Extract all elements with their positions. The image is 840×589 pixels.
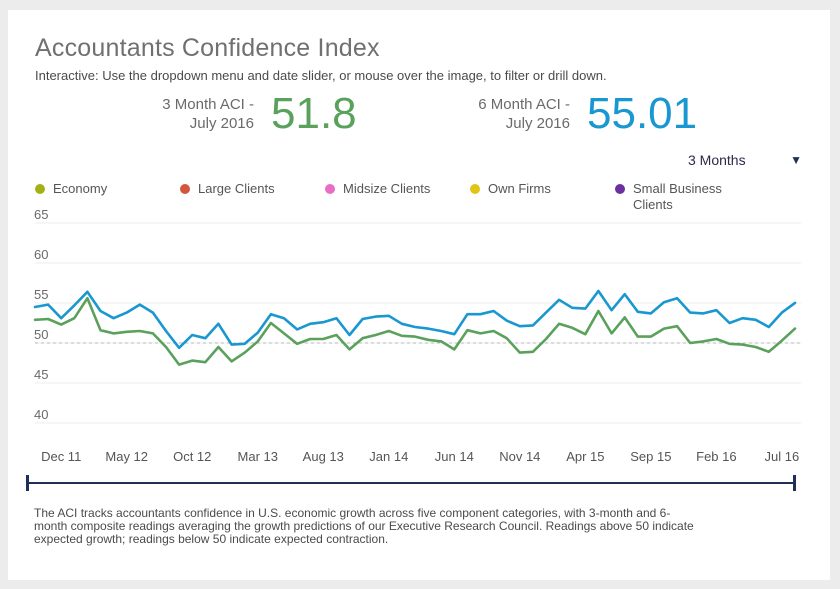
x-tick-label: Jan 14 <box>369 449 408 464</box>
x-tick-label: Dec 11 <box>41 449 81 464</box>
y-tick-label: 55 <box>34 287 48 302</box>
y-tick-label: 65 <box>34 207 48 222</box>
x-tick-label: Aug 13 <box>303 449 344 464</box>
legend-label: Small Business Clients <box>633 181 722 212</box>
x-tick-label: Jul 16 <box>765 449 800 464</box>
y-tick-label: 45 <box>34 367 48 382</box>
page-subtitle: Interactive: Use the dropdown menu and d… <box>35 68 607 83</box>
x-tick-label: Sep 15 <box>630 449 671 464</box>
chart-gridlines <box>35 222 801 424</box>
six-month-kpi-label: 6 Month ACI - July 2016 <box>444 95 570 133</box>
x-tick-label: Feb 16 <box>696 449 736 464</box>
six-month-kpi-label-line2: July 2016 <box>505 115 570 132</box>
x-tick-label: Apr 15 <box>566 449 604 464</box>
slider-start-handle[interactable] <box>26 475 29 491</box>
legend-item-own-firms[interactable]: Own Firms <box>470 181 598 197</box>
x-axis-ticks: Dec 11 May 12 Oct 12 Mar 13 Aug 13 Jan 14 Jun … <box>41 449 799 464</box>
three-month-kpi-label-line2: July 2016 <box>189 115 254 132</box>
legend-label: Own Firms <box>488 181 551 196</box>
legend-item-large-clients[interactable]: Large Clients <box>180 181 308 197</box>
legend-dot-icon <box>35 184 45 194</box>
x-tick-label: Jun 14 <box>435 449 474 464</box>
y-tick-label: 40 <box>34 407 48 422</box>
y-tick-label: 60 <box>34 247 48 262</box>
x-tick-label: Oct 12 <box>173 449 211 464</box>
chart-legend: Economy Large Clients Midsize Clients Ow… <box>35 181 825 217</box>
legend-item-midsize-clients[interactable]: Midsize Clients <box>325 181 453 197</box>
six-month-aci-line <box>33 289 797 350</box>
three-month-kpi-label-line1: 3 Month ACI - <box>162 96 254 113</box>
six-month-kpi-label-line1: 6 Month ACI - <box>478 96 570 113</box>
legend-dot-icon <box>180 184 190 194</box>
x-tick-label: Nov 14 <box>499 449 540 464</box>
y-axis-ticks: 40 45 50 55 60 65 <box>34 207 48 422</box>
y-tick-label: 50 <box>34 327 48 342</box>
x-tick-label: May 12 <box>105 449 148 464</box>
x-tick-label: Mar 13 <box>238 449 278 464</box>
legend-dot-icon <box>325 184 335 194</box>
three-month-kpi-label: 3 Month ACI - July 2016 <box>128 95 254 133</box>
page-title: Accountants Confidence Index <box>35 34 380 62</box>
three-month-kpi-value: 51.8 <box>271 89 357 138</box>
period-dropdown-value: 3 Months <box>688 152 746 168</box>
legend-dot-icon <box>615 184 625 194</box>
three-month-aci-line <box>33 296 797 366</box>
date-range-slider[interactable] <box>26 475 796 491</box>
dropdown-arrow-icon: ▼ <box>790 153 802 167</box>
legend-dot-icon <box>470 184 480 194</box>
legend-label: Economy <box>53 181 108 196</box>
legend-item-economy[interactable]: Economy <box>35 181 163 197</box>
legend-item-small-business-clients[interactable]: Small Business Clients <box>615 181 733 213</box>
chart-series <box>33 289 797 366</box>
legend-label: Midsize Clients <box>343 181 431 196</box>
slider-end-handle[interactable] <box>793 475 796 491</box>
aci-card: Accountants Confidence Index Interactive… <box>8 10 830 580</box>
footnote: The ACI tracks accountants confidence in… <box>34 506 694 546</box>
six-month-kpi-value: 55.01 <box>587 89 698 138</box>
legend-label: Large Clients <box>198 181 275 196</box>
period-dropdown[interactable]: 3 Months ▼ <box>680 150 802 172</box>
aci-line-chart[interactable]: 40 45 50 55 60 65 Dec 11 May 12 Oct 12 Mar 13 Aug… <box>8 10 830 500</box>
